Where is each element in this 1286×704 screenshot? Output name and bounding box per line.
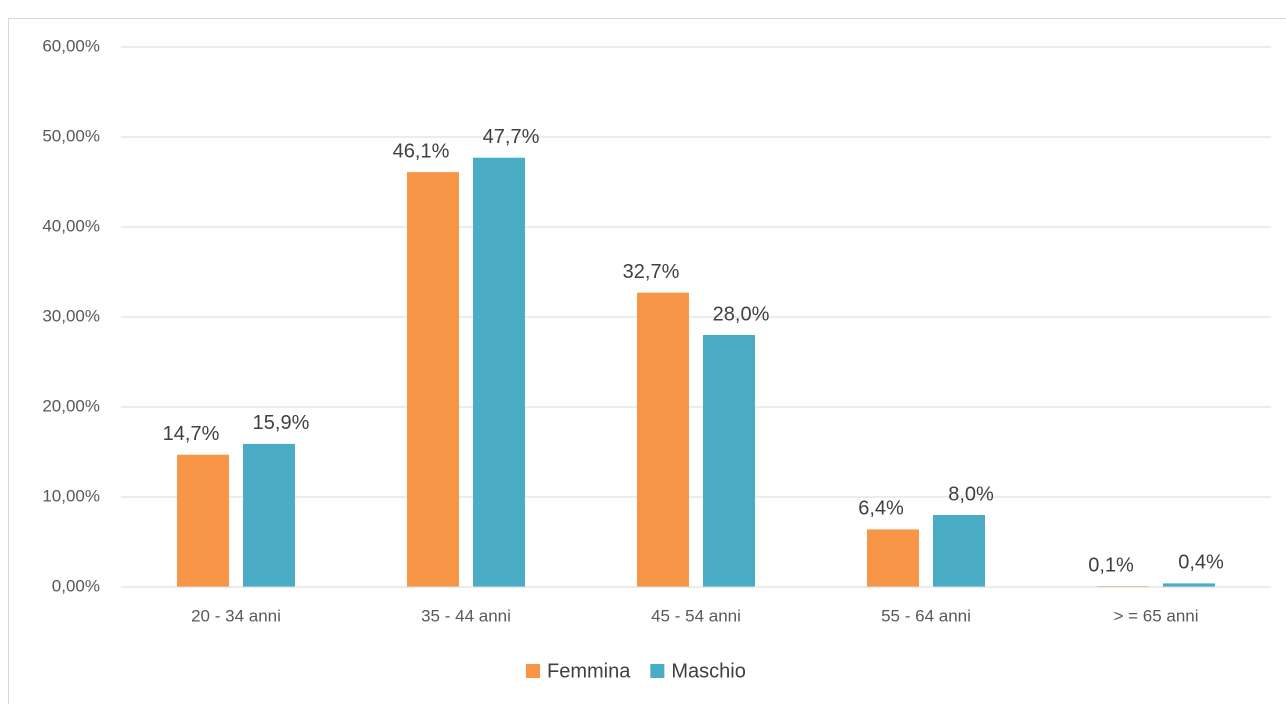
legend-swatch bbox=[526, 664, 540, 678]
x-tick-label: 45 - 54 anni bbox=[651, 606, 741, 625]
x-tick-label: 35 - 44 anni bbox=[421, 606, 511, 625]
bar bbox=[177, 454, 229, 587]
bar bbox=[243, 443, 295, 587]
value-label: 47,7% bbox=[483, 126, 540, 148]
value-label: 46,1% bbox=[393, 140, 450, 162]
value-label: 8,0% bbox=[948, 483, 994, 505]
y-tick-label: 10,00% bbox=[42, 486, 100, 505]
value-label: 32,7% bbox=[623, 261, 680, 283]
value-label: 6,4% bbox=[858, 498, 904, 520]
x-tick-label: 20 - 34 anni bbox=[191, 606, 281, 625]
value-label: 0,4% bbox=[1178, 552, 1224, 574]
y-tick-label: 40,00% bbox=[42, 216, 100, 235]
x-tick-label: 55 - 64 anni bbox=[881, 606, 971, 625]
y-tick-label: 30,00% bbox=[42, 306, 100, 325]
bar bbox=[637, 292, 689, 587]
bar bbox=[703, 335, 755, 587]
chart-frame bbox=[8, 18, 1286, 704]
legend-swatch bbox=[650, 664, 665, 678]
value-label: 28,0% bbox=[713, 303, 770, 325]
value-label: 14,7% bbox=[163, 423, 220, 445]
bar bbox=[407, 172, 459, 587]
bar bbox=[867, 529, 919, 587]
y-tick-label: 0,00% bbox=[52, 576, 100, 595]
bar bbox=[1163, 583, 1215, 587]
y-tick-label: 20,00% bbox=[42, 396, 100, 415]
legend-label: Maschio bbox=[671, 660, 745, 682]
value-label: 0,1% bbox=[1088, 554, 1134, 576]
x-tick-label: > = 65 anni bbox=[1113, 606, 1198, 625]
bar bbox=[933, 515, 985, 587]
y-tick-label: 60,00% bbox=[42, 36, 100, 55]
legend-label: Femmina bbox=[547, 660, 631, 682]
bar bbox=[473, 157, 525, 587]
value-label: 15,9% bbox=[253, 412, 310, 434]
y-tick-label: 50,00% bbox=[42, 126, 100, 145]
